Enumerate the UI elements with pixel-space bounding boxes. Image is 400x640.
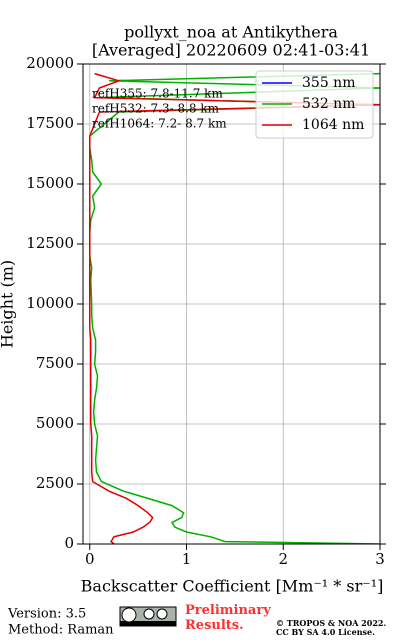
y-tick-label: 2500: [36, 474, 74, 492]
status: Preliminary Results.: [185, 603, 271, 633]
cc-badge: [119, 606, 177, 627]
y-tick-label: 15000: [26, 174, 74, 192]
profile-line: [89, 72, 380, 544]
y-tick-label: 20000: [26, 54, 74, 72]
annotation: refH532: 7.3- 8.8 km: [92, 102, 220, 116]
y-tick-label: 12500: [26, 234, 74, 252]
y-tick-label: 17500: [26, 114, 74, 132]
legend-box: [255, 70, 374, 139]
method: Method: Raman: [8, 623, 114, 638]
y-tick-label: 5000: [36, 414, 74, 432]
y-tick-label: 7500: [36, 354, 74, 372]
annotation: refH355: 7.8-11.7 km: [92, 87, 223, 101]
plot-frame: [82, 63, 381, 545]
y-axis-label: Height (m): [0, 260, 17, 348]
license: CC BY SA 4.0 License.: [276, 627, 375, 637]
x-tick-label: 0: [85, 550, 95, 568]
legend-label: 1064 nm: [302, 117, 364, 133]
y-tick-label: 10000: [26, 294, 74, 312]
x-tick-label: 3: [375, 550, 385, 568]
copyright: © TROPOS & NOA 2022.: [276, 618, 386, 628]
x-axis-label: Backscatter Coefficient [Mm⁻¹ * sr⁻¹]: [81, 577, 384, 596]
annotation: refH1064: 7.2- 8.7 km: [92, 117, 227, 131]
x-tick-label: 1: [182, 550, 192, 568]
y-tick-label: 0: [64, 534, 74, 552]
chart-title: pollyxt_noa at Antikythera: [124, 23, 338, 42]
legend-label: 355 nm: [302, 75, 355, 91]
legend-label: 532 nm: [302, 96, 355, 112]
chart-subtitle: [Averaged] 20220609 02:41-03:41: [92, 41, 370, 60]
version: Version: 3.5: [7, 607, 86, 622]
x-tick-label: 2: [278, 550, 288, 568]
